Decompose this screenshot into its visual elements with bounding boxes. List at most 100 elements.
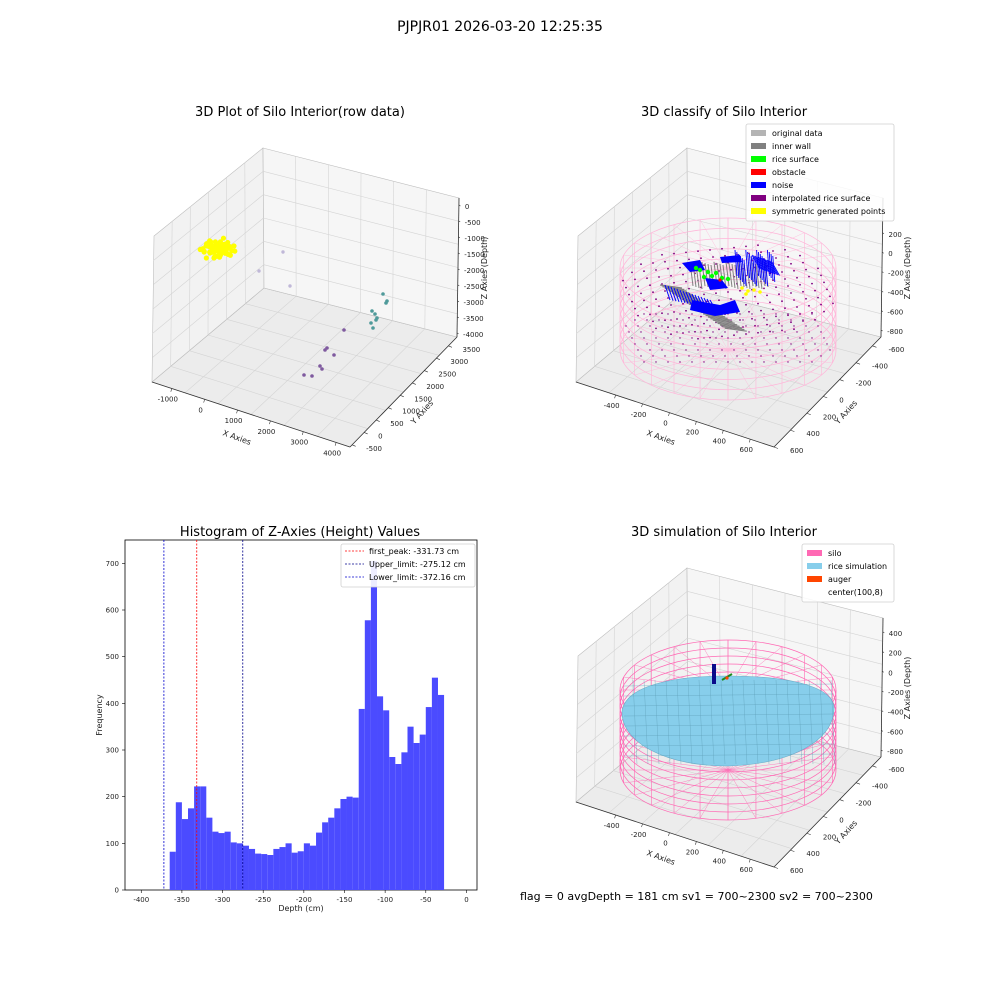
tick-mark [458, 204, 461, 207]
histogram-bar [395, 764, 402, 890]
interpolated-point [760, 309, 762, 312]
axes-box-3d [151, 147, 460, 448]
y-axis-line [773, 756, 882, 868]
interpolated-point [712, 331, 714, 333]
tick-label: 400 [106, 700, 119, 708]
interpolated-point [700, 315, 702, 318]
tick-label: 4000 [323, 449, 341, 457]
tick-mark [881, 290, 884, 293]
interpolated-point [778, 343, 780, 345]
tick-label: -200 [296, 896, 312, 904]
interpolated-point [745, 333, 747, 335]
grid-line [245, 303, 440, 356]
interpolated-point [634, 307, 636, 310]
tick-label: -400 [888, 709, 904, 717]
interpolated-point [748, 252, 750, 255]
noise-stroke [750, 255, 754, 283]
interpolated-point [805, 268, 807, 271]
interpolated-point [700, 355, 702, 357]
tick-label: 1500 [414, 395, 432, 403]
interpolated-point [775, 257, 777, 259]
interpolated-point [757, 244, 759, 247]
interpolated-point [757, 325, 759, 327]
interpolated-point [631, 271, 633, 274]
legend-label: auger [828, 575, 852, 584]
tick-mark [790, 429, 795, 432]
histogram-bar [309, 845, 317, 890]
interpolated-point [745, 245, 747, 248]
interpolated-point [811, 361, 813, 363]
silo-spoke [727, 267, 833, 282]
interpolated-point [670, 319, 672, 321]
interpolated-point [649, 313, 651, 316]
interpolated-point [769, 325, 771, 327]
interpolated-point [775, 361, 777, 363]
tick-label: -1000 [158, 396, 178, 404]
interpolated-point [757, 302, 759, 305]
tick-label: 600 [790, 867, 803, 875]
tick-label: -800 [887, 748, 903, 756]
interpolated-point [652, 262, 654, 264]
interpolated-point [658, 319, 660, 321]
interpolated-point [811, 311, 813, 314]
tick-mark [881, 690, 884, 693]
mesh-line [632, 679, 638, 765]
interpolated-point [751, 317, 753, 320]
interpolated-point [769, 349, 771, 351]
inner-wall-stroke [712, 319, 735, 324]
silo-spoke [623, 336, 729, 351]
data-point [203, 255, 209, 261]
tick-mark [748, 859, 751, 863]
tick-mark [806, 412, 811, 416]
interpolated-point [679, 337, 681, 339]
interpolated-point [688, 355, 690, 357]
interpolated-point [739, 361, 741, 363]
data-point [225, 251, 231, 257]
tick-label: 0 [115, 887, 119, 895]
interpolated-point [796, 306, 798, 308]
legend-label: first_peak: -331.73 cm [369, 547, 459, 556]
tick-label: -200 [856, 380, 872, 388]
silo-spoke [727, 349, 805, 386]
inner-wall-stroke [707, 316, 731, 321]
silo-spoke [727, 349, 783, 394]
histogram-bar [364, 620, 371, 890]
data-point [371, 326, 375, 330]
data-point [211, 255, 217, 261]
tick-mark [614, 814, 616, 819]
interpolated-point [724, 254, 726, 257]
interpolated-point [799, 313, 801, 315]
tick-label: 3000 [450, 358, 468, 366]
inner-wall-stroke [717, 322, 740, 327]
tick-label: 200 [823, 413, 836, 421]
interpolated-point [814, 289, 816, 292]
silo-spoke [727, 267, 757, 317]
interpolated-point [829, 295, 831, 298]
tick-mark [882, 651, 885, 653]
symmetric-point [758, 290, 762, 294]
z-tick-labels: 0 -500 -1000 -1500 -2000 -2500 -3000 -3500 -4000 [456, 203, 485, 339]
tick-label: -400 [133, 896, 149, 904]
interpolated-point [769, 301, 771, 304]
interpolated-point [661, 283, 663, 285]
interpolated-point [817, 267, 819, 270]
interpolated-point [646, 319, 648, 321]
interpolated-point [670, 304, 672, 306]
legend-swatch [807, 563, 822, 569]
interpolated-point [670, 343, 672, 345]
interpolated-point [766, 319, 768, 321]
tick-label: -3500 [463, 315, 483, 323]
interpolated-point [781, 271, 783, 273]
interpolated-point [628, 331, 630, 333]
histogram-bar [328, 817, 335, 890]
silo-spoke [634, 267, 729, 294]
inner-wall-stroke [719, 324, 743, 329]
tick-label: 700 [106, 560, 119, 568]
tick-label: -200 [631, 411, 647, 419]
interpolated-point [718, 343, 720, 345]
silo-spoke [673, 349, 729, 394]
noise-stroke [757, 256, 767, 272]
tick-mark [412, 382, 416, 385]
interpolated-point [748, 355, 750, 357]
classified-points [659, 249, 780, 332]
